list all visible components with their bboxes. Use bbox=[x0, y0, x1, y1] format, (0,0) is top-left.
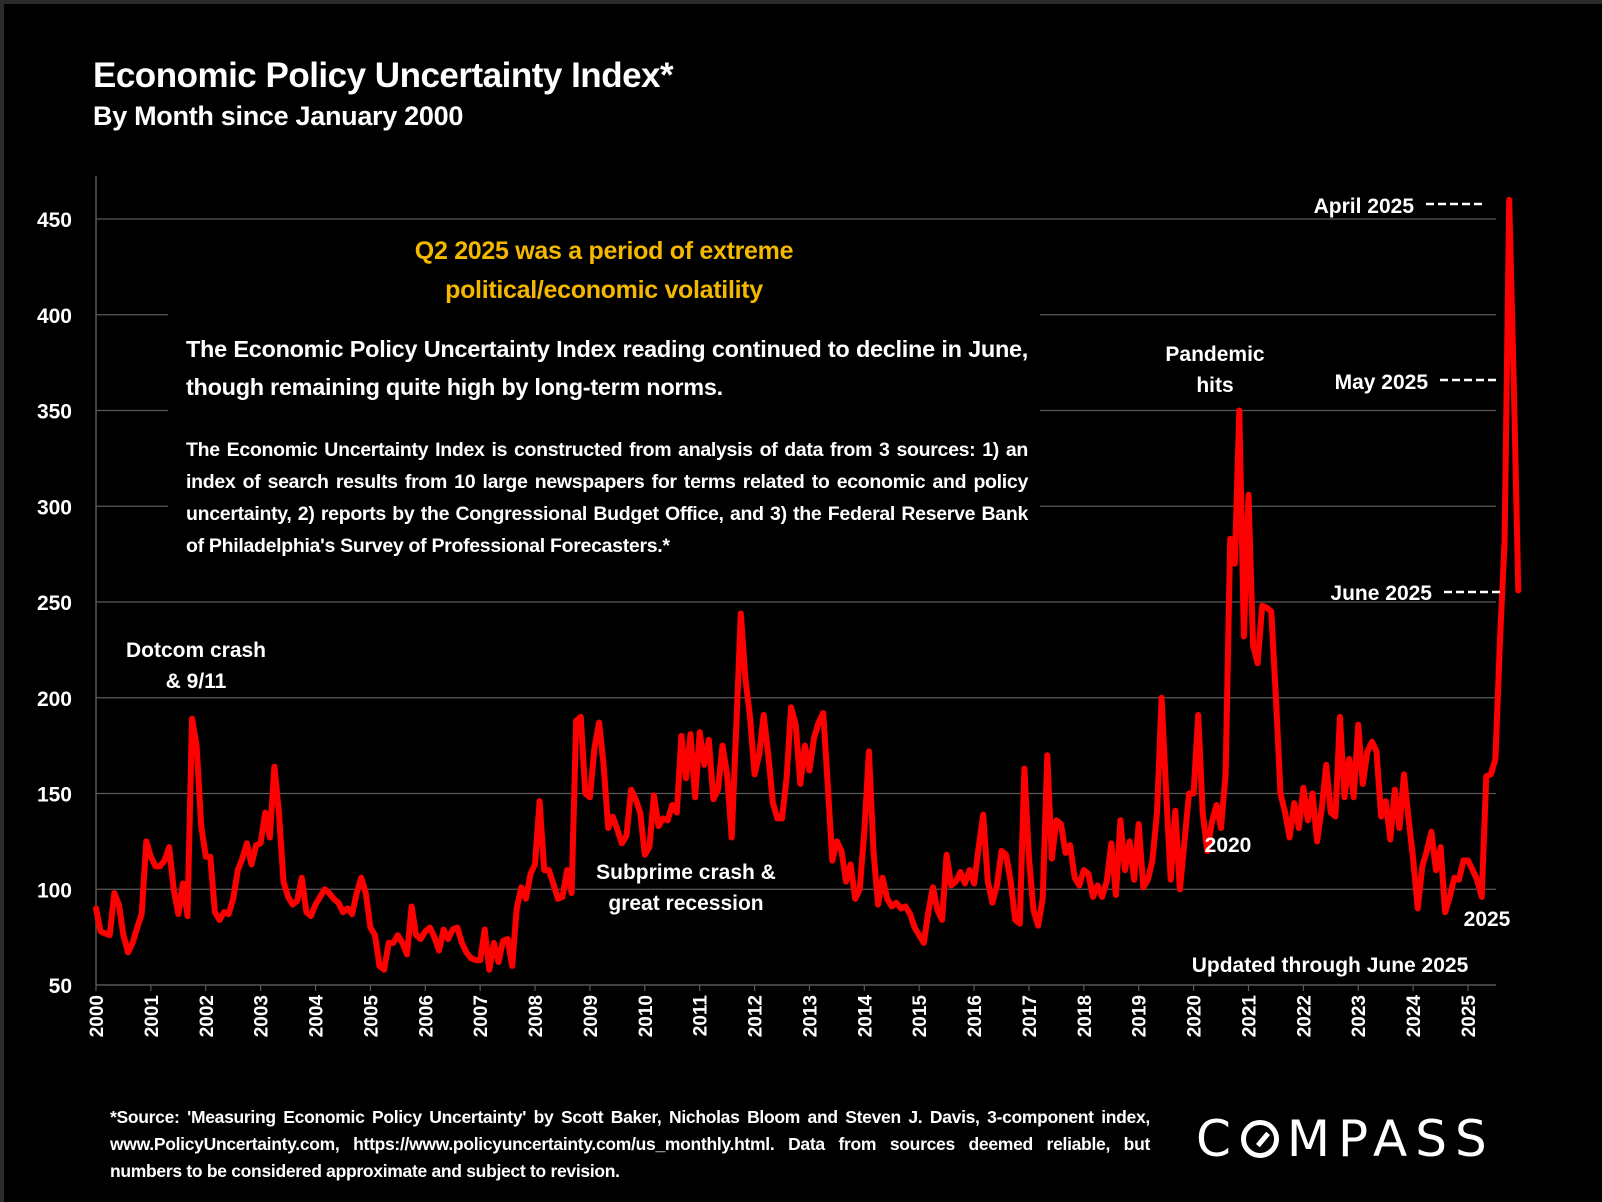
commentary-lead: The Economic Policy Uncertainty Index re… bbox=[186, 336, 1028, 400]
annotation-line: 2020 bbox=[1205, 834, 1252, 857]
annotation-may-2025: May 2025 bbox=[1335, 371, 1429, 394]
annotation-line: & 9/11 bbox=[166, 670, 227, 693]
x-tick-label-2021: 2021 bbox=[1239, 995, 1260, 1038]
annotation-line: Subprime crash & bbox=[596, 861, 776, 884]
chart-title: Economic Policy Uncertainty Index* bbox=[93, 56, 674, 95]
x-tick-label-2013: 2013 bbox=[800, 995, 821, 1037]
headline-line-1: Q2 2025 was a period of extreme bbox=[414, 237, 794, 265]
x-tick-label-2025: 2025 bbox=[1459, 995, 1480, 1038]
compass-o-icon bbox=[1240, 1120, 1279, 1158]
logo-text-rest: MPASS bbox=[1286, 1110, 1495, 1168]
annotation-line: Pandemic bbox=[1165, 343, 1265, 366]
x-tick-label-2020: 2020 bbox=[1185, 995, 1206, 1037]
x-tick-label-2005: 2005 bbox=[361, 995, 382, 1038]
y-tick-label-300: 300 bbox=[37, 496, 72, 519]
x-tick-label-2017: 2017 bbox=[1020, 995, 1041, 1037]
x-tick-label-2022: 2022 bbox=[1294, 995, 1315, 1037]
y-tick-label-100: 100 bbox=[37, 879, 72, 902]
annotation-2020: 2020 bbox=[1205, 834, 1252, 857]
annotation-line: hits bbox=[1196, 374, 1233, 397]
annotation-april-2025: April 2025 bbox=[1314, 195, 1415, 218]
annotation-2025: 2025 bbox=[1464, 908, 1511, 931]
x-tick-label-2023: 2023 bbox=[1349, 995, 1370, 1037]
x-tick-label-2008: 2008 bbox=[526, 995, 547, 1037]
annotation-line: 2025 bbox=[1464, 908, 1511, 931]
x-tick-label-2002: 2002 bbox=[197, 995, 218, 1037]
annotation-subprime-crash-: Subprime crash & great recession bbox=[596, 861, 776, 915]
annotation-updated-through-june-2025: Updated through June 2025 bbox=[1192, 954, 1469, 977]
annotation-line: May 2025 bbox=[1335, 371, 1429, 394]
annotation-line: Dotcom crash bbox=[126, 639, 266, 662]
y-tick-label-450: 450 bbox=[37, 209, 72, 232]
chart-subtitle: By Month since January 2000 bbox=[93, 101, 464, 131]
chart-frame bbox=[4, 4, 1602, 1202]
y-axis: 50 100 150 200 250 300 350 400 450 bbox=[37, 176, 97, 998]
x-tick-label-2016: 2016 bbox=[965, 995, 986, 1037]
y-tick-label-150: 150 bbox=[37, 784, 72, 807]
x-tick-label-2010: 2010 bbox=[636, 995, 657, 1037]
y-tick-label-400: 400 bbox=[37, 305, 72, 328]
headline-line-2: political/economic volatility bbox=[445, 276, 763, 304]
annotation-line: June 2025 bbox=[1330, 582, 1432, 605]
y-tick-label-250: 250 bbox=[37, 592, 72, 615]
x-tick-label-2012: 2012 bbox=[746, 995, 767, 1037]
commentary-headline: Q2 2025 was a period of extreme politica… bbox=[168, 232, 1040, 310]
x-tick-label-2015: 2015 bbox=[910, 995, 931, 1038]
x-axis: 2000 2001 2002 2003 2004 2005 2006 2007 2008 2009… bbox=[87, 984, 1496, 1038]
annotation-pandemic: Pandemic hits bbox=[1165, 343, 1265, 397]
series-layer bbox=[93, 196, 1522, 973]
y-tick-label-350: 350 bbox=[37, 401, 72, 424]
x-tick-label-2018: 2018 bbox=[1075, 995, 1096, 1037]
x-tick-label-2007: 2007 bbox=[471, 995, 492, 1037]
x-tick-label-2003: 2003 bbox=[252, 995, 273, 1037]
x-tick-label-2014: 2014 bbox=[855, 995, 876, 1038]
annotation-line: Updated through June 2025 bbox=[1192, 954, 1469, 977]
x-tick-label-2000: 2000 bbox=[87, 995, 108, 1037]
source-note: *Source: 'Measuring Economic Policy Unce… bbox=[110, 1107, 1150, 1181]
x-tick-label-2024: 2024 bbox=[1404, 995, 1425, 1038]
annotation-line: great recession bbox=[608, 892, 763, 915]
x-tick-label-2006: 2006 bbox=[416, 995, 437, 1037]
annotation-dotcom-crash: Dotcom crash & 9/11 bbox=[126, 639, 266, 693]
x-tick-label-2019: 2019 bbox=[1130, 995, 1151, 1037]
y-tick-label-50: 50 bbox=[49, 975, 72, 998]
annotations-layer: Dotcom crash & 9/11 Subprime crash & great … bbox=[126, 195, 1511, 977]
y-tick-label-200: 200 bbox=[37, 688, 72, 711]
commentary-body: The Economic Uncertainty Index is constr… bbox=[186, 439, 1028, 557]
logo-text-c: C bbox=[1196, 1110, 1239, 1168]
series-line-0 bbox=[93, 196, 1522, 973]
annotation-line: April 2025 bbox=[1314, 195, 1415, 218]
commentary-box bbox=[168, 228, 1040, 596]
x-tick-label-2004: 2004 bbox=[307, 995, 328, 1038]
x-tick-label-2001: 2001 bbox=[142, 995, 163, 1038]
x-tick-label-2011: 2011 bbox=[691, 995, 712, 1037]
compass-logo: C MPASS bbox=[1196, 1110, 1495, 1168]
annotation-june-2025: June 2025 bbox=[1330, 582, 1432, 605]
x-tick-label-2009: 2009 bbox=[581, 995, 602, 1037]
